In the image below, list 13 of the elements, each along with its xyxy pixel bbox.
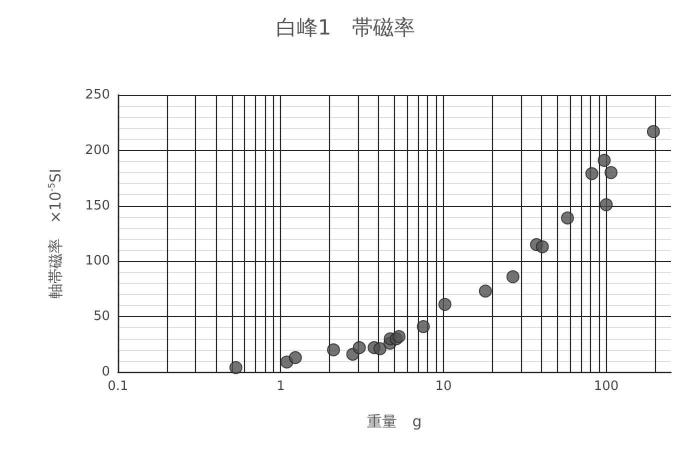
x-axis-title: 重量 g: [367, 412, 422, 430]
x-tick-label: 0.1: [108, 379, 128, 394]
y-tick-label: 200: [85, 142, 110, 158]
chart-title: 白峰1 帯磁率: [276, 16, 416, 40]
y-tick-label: 250: [85, 88, 110, 102]
x-tick-label: 1: [276, 379, 285, 394]
y-axis-title: 軸帯磁率 ×10-5SI: [46, 168, 64, 298]
x-tick-label: 100: [594, 379, 619, 394]
y-tick-label: 0: [102, 364, 110, 380]
y-tick-label: 100: [85, 254, 110, 269]
y-tick-label: 50: [93, 309, 110, 324]
y-tick-label: 150: [85, 198, 110, 214]
x-tick-label: 10: [435, 379, 452, 394]
